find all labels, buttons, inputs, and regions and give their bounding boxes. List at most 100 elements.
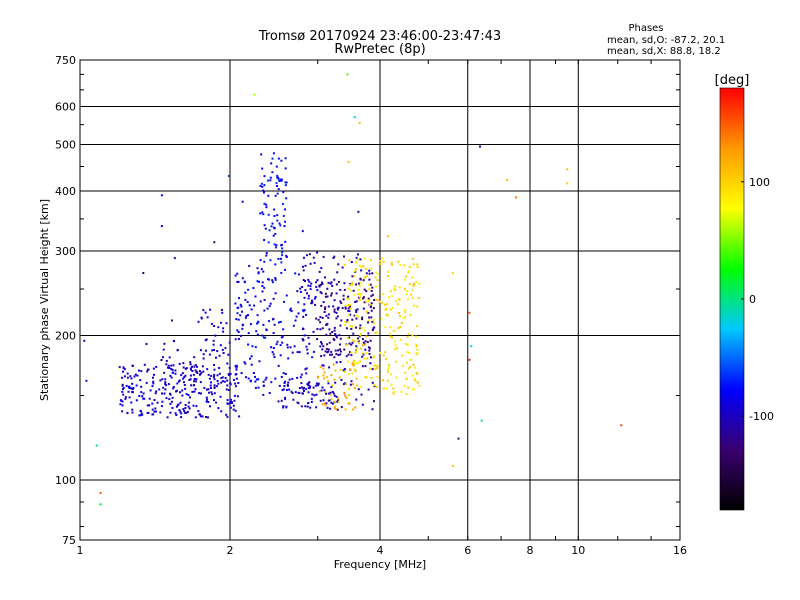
data-point (224, 377, 227, 379)
data-point (384, 325, 387, 328)
data-point (344, 383, 347, 386)
data-point (168, 367, 171, 369)
data-point (270, 381, 273, 384)
data-point (193, 356, 196, 359)
data-point (245, 376, 247, 379)
data-point (322, 345, 325, 348)
data-point (209, 405, 211, 408)
y-tick-label: 75 (62, 534, 76, 547)
data-point (262, 393, 265, 396)
data-point (274, 278, 277, 281)
data-point (306, 352, 309, 355)
data-point (275, 343, 278, 346)
data-point (330, 350, 333, 353)
data-point (373, 299, 376, 301)
data-point (380, 317, 383, 320)
data-point (188, 407, 191, 410)
data-point (389, 290, 392, 293)
data-point (235, 385, 237, 388)
data-point (121, 410, 124, 413)
data-point (303, 386, 306, 389)
data-point (237, 382, 240, 384)
data-point (306, 405, 309, 408)
data-point (195, 370, 198, 373)
data-point (276, 340, 279, 343)
data-point (255, 330, 258, 333)
data-point (408, 352, 411, 355)
data-point (355, 345, 358, 348)
data-point (374, 276, 377, 279)
data-point (140, 391, 143, 394)
data-point (213, 241, 216, 244)
data-point (310, 302, 313, 305)
data-point (360, 327, 363, 330)
data-point (307, 387, 310, 390)
data-point (321, 348, 324, 351)
data-point (208, 377, 211, 380)
data-point (336, 408, 339, 411)
data-point (352, 289, 355, 292)
data-point (361, 355, 364, 358)
data-point (325, 314, 328, 317)
data-point (331, 402, 334, 405)
data-point (122, 370, 124, 373)
data-point (336, 271, 339, 274)
data-point (327, 350, 330, 353)
data-point (275, 244, 278, 247)
data-point (369, 339, 372, 342)
data-point (223, 380, 226, 383)
data-point (382, 387, 385, 390)
data-point (324, 295, 327, 298)
data-point (280, 261, 283, 264)
data-point (131, 382, 134, 385)
data-point (335, 311, 338, 314)
data-point (415, 281, 418, 283)
data-point (342, 294, 345, 297)
data-point (226, 384, 229, 387)
data-point (232, 408, 235, 411)
data-point (468, 311, 471, 314)
data-point (398, 298, 401, 301)
data-point (209, 384, 212, 387)
data-point (370, 356, 372, 359)
data-point (238, 297, 240, 300)
data-point (415, 344, 418, 347)
data-point (346, 337, 349, 339)
data-point (204, 311, 207, 314)
data-point (213, 392, 216, 395)
data-point (335, 352, 338, 355)
data-point (368, 283, 370, 286)
data-point (371, 381, 374, 384)
data-point (457, 437, 460, 440)
data-point (263, 299, 266, 301)
data-point (327, 392, 330, 395)
data-point (312, 330, 315, 333)
data-point (327, 281, 330, 284)
data-point (217, 407, 220, 410)
data-point (392, 392, 395, 395)
data-point (295, 315, 298, 318)
data-point (181, 394, 184, 397)
data-point (337, 354, 340, 356)
x-tick-label: 8 (527, 544, 534, 557)
data-point (385, 358, 388, 361)
data-point (257, 271, 260, 274)
data-point (353, 362, 356, 365)
data-point (387, 235, 389, 238)
data-point (386, 303, 389, 306)
data-point (228, 341, 231, 344)
data-point (302, 265, 304, 268)
data-point (128, 396, 131, 399)
data-point (346, 319, 349, 321)
data-point (394, 344, 397, 347)
data-point (333, 356, 336, 359)
data-point (194, 380, 197, 383)
data-point (127, 386, 130, 388)
data-point (174, 372, 177, 375)
data-point (209, 308, 212, 311)
data-point (372, 307, 375, 310)
data-point (412, 363, 415, 366)
data-point (334, 349, 337, 352)
data-point (317, 384, 320, 387)
data-point (307, 297, 310, 300)
